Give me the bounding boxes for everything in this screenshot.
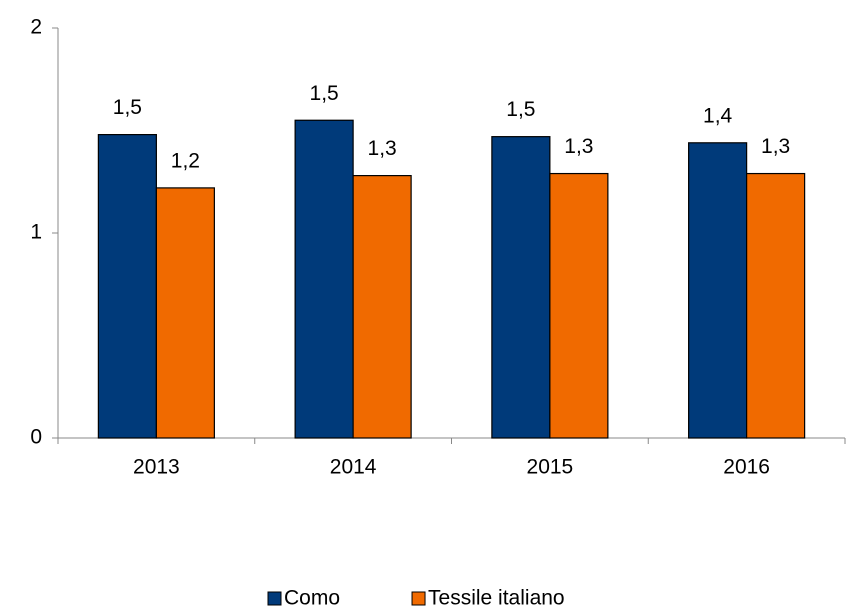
bar	[491, 136, 551, 439]
value-label: 1,3	[368, 137, 397, 160]
value-label: 1,5	[113, 96, 142, 119]
bar	[688, 142, 748, 439]
value-label: 1,3	[564, 135, 593, 158]
bar	[352, 175, 412, 439]
y-tick-label: 1	[30, 221, 42, 244]
y-tick-label: 0	[30, 426, 42, 449]
legend-label: Tessile italiano	[428, 587, 565, 610]
y-tick-label: 2	[30, 16, 42, 39]
bar	[155, 187, 215, 439]
bar	[294, 119, 354, 439]
value-label: 1,5	[506, 98, 535, 121]
x-tick-label: 2014	[330, 456, 377, 479]
bar	[746, 172, 806, 439]
legend-swatch	[267, 591, 282, 606]
legend-swatch	[411, 591, 426, 606]
legend-label: Como	[284, 587, 340, 610]
value-label: 1,4	[703, 104, 733, 127]
x-tick-label: 2016	[723, 456, 770, 479]
bar	[549, 172, 609, 439]
value-label: 1,5	[310, 82, 339, 105]
value-label: 1,2	[171, 149, 200, 172]
value-label: 1,3	[761, 135, 790, 158]
bar	[97, 134, 157, 439]
x-tick-label: 2013	[133, 456, 180, 479]
x-tick-label: 2015	[527, 456, 574, 479]
